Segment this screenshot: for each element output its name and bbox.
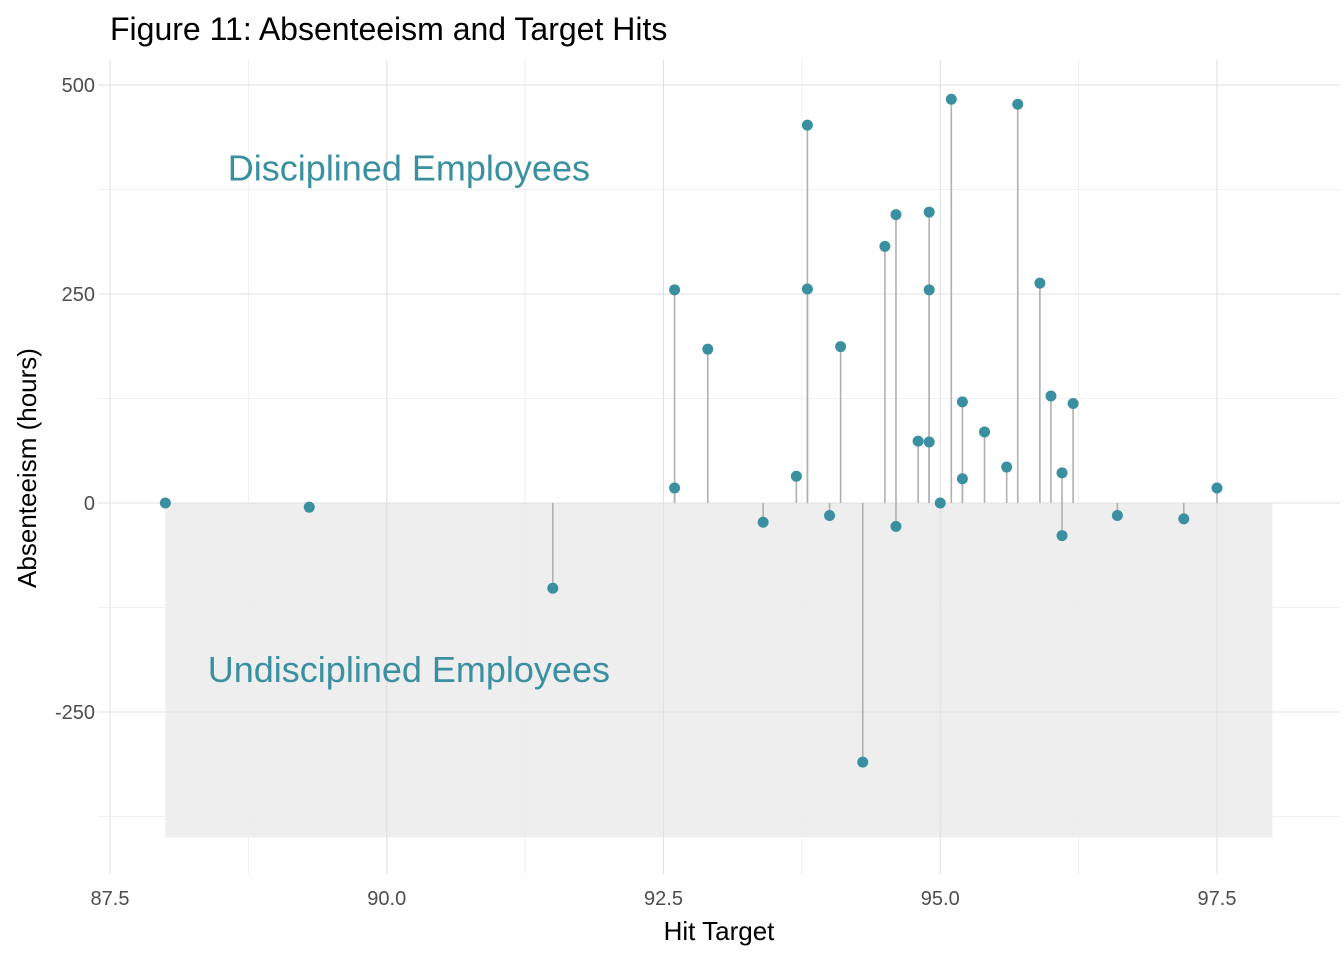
data-point — [945, 93, 957, 105]
y-tick-label: 250 — [62, 284, 95, 306]
data-point — [956, 473, 968, 485]
data-point — [923, 436, 935, 448]
data-point — [669, 482, 681, 494]
data-point — [890, 520, 902, 532]
y-tick-label: 0 — [84, 493, 95, 515]
annotation-label: Disciplined Employees — [228, 148, 590, 189]
data-point — [1034, 277, 1046, 289]
x-tick-label: 92.5 — [644, 888, 683, 910]
data-point — [912, 435, 924, 447]
data-point — [1067, 398, 1079, 410]
data-point — [1056, 467, 1068, 479]
data-point — [801, 283, 813, 295]
data-point — [790, 470, 802, 482]
data-point — [857, 756, 869, 768]
x-tick-label: 97.5 — [1198, 888, 1237, 910]
data-point — [824, 510, 836, 522]
data-point — [702, 343, 714, 355]
data-point — [1111, 510, 1123, 522]
chart-title: Figure 11: Absenteeism and Target Hits — [110, 11, 667, 47]
undisciplined-shaded-region — [165, 503, 1273, 838]
data-point — [669, 284, 681, 296]
data-point — [1178, 513, 1190, 525]
x-tick-label: 90.0 — [367, 888, 406, 910]
y-tick-label: -250 — [55, 702, 95, 724]
grid-layer — [98, 60, 1340, 874]
y-axis-title: Absenteeism (hours) — [12, 348, 42, 588]
annotation-label: Undisciplined Employees — [208, 649, 610, 690]
data-point — [956, 396, 968, 408]
data-point — [835, 341, 847, 353]
data-point — [757, 516, 769, 528]
data-point — [1056, 530, 1068, 542]
data-point — [1012, 98, 1024, 110]
data-point — [159, 497, 171, 509]
data-point — [879, 240, 891, 252]
data-point — [923, 206, 935, 218]
data-point — [1211, 482, 1223, 494]
data-point — [979, 426, 991, 438]
data-point — [801, 119, 813, 131]
data-point — [890, 209, 902, 221]
x-tick-label: 87.5 — [91, 888, 130, 910]
data-point — [934, 497, 946, 509]
data-point — [547, 582, 559, 594]
stem-layer — [308, 99, 1218, 763]
x-axis-title: Hit Target — [664, 916, 776, 946]
data-point — [1045, 390, 1057, 402]
data-point — [303, 501, 315, 513]
y-tick-label: 500 — [62, 75, 95, 97]
shaded-region-layer — [165, 503, 1273, 838]
annotation-layer: Disciplined Employees Undisciplined Emplo… — [208, 148, 610, 691]
point-layer — [159, 93, 1223, 768]
tick-label-layer: 87.5 90.0 92.5 95.0 97.5 -250 0 250 500 — [55, 75, 1237, 910]
data-point — [923, 284, 935, 296]
x-tick-label: 95.0 — [921, 888, 960, 910]
data-point — [1001, 461, 1013, 473]
